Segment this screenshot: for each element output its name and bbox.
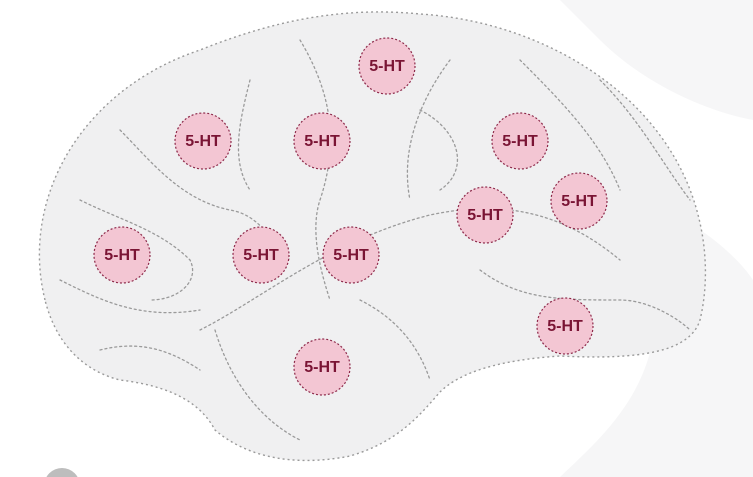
node: 5-HT [232, 226, 290, 284]
node-label: 5-HT [304, 359, 340, 376]
node: 5-HT [322, 226, 380, 284]
node: 5-HT [358, 37, 416, 95]
node-label: 5-HT [369, 58, 405, 75]
node-label: 5-HT [502, 133, 538, 150]
node-label: 5-HT [304, 133, 340, 150]
node: 5-HT [293, 338, 351, 396]
node: 5-HT [456, 186, 514, 244]
node-label: 5-HT [243, 247, 279, 264]
node-label: 5-HT [467, 207, 503, 224]
node-label: 5-HT [547, 318, 583, 335]
node: 5-HT [536, 297, 594, 355]
node: 5-HT [93, 226, 151, 284]
node: 5-HT [491, 112, 549, 170]
node: 5-HT [174, 112, 232, 170]
node-label: 5-HT [561, 193, 597, 210]
node: 5-HT [293, 112, 351, 170]
node: 5-HT [550, 172, 608, 230]
node-label: 5-HT [104, 247, 140, 264]
node-label: 5-HT [333, 247, 369, 264]
node-label: 5-HT [185, 133, 221, 150]
